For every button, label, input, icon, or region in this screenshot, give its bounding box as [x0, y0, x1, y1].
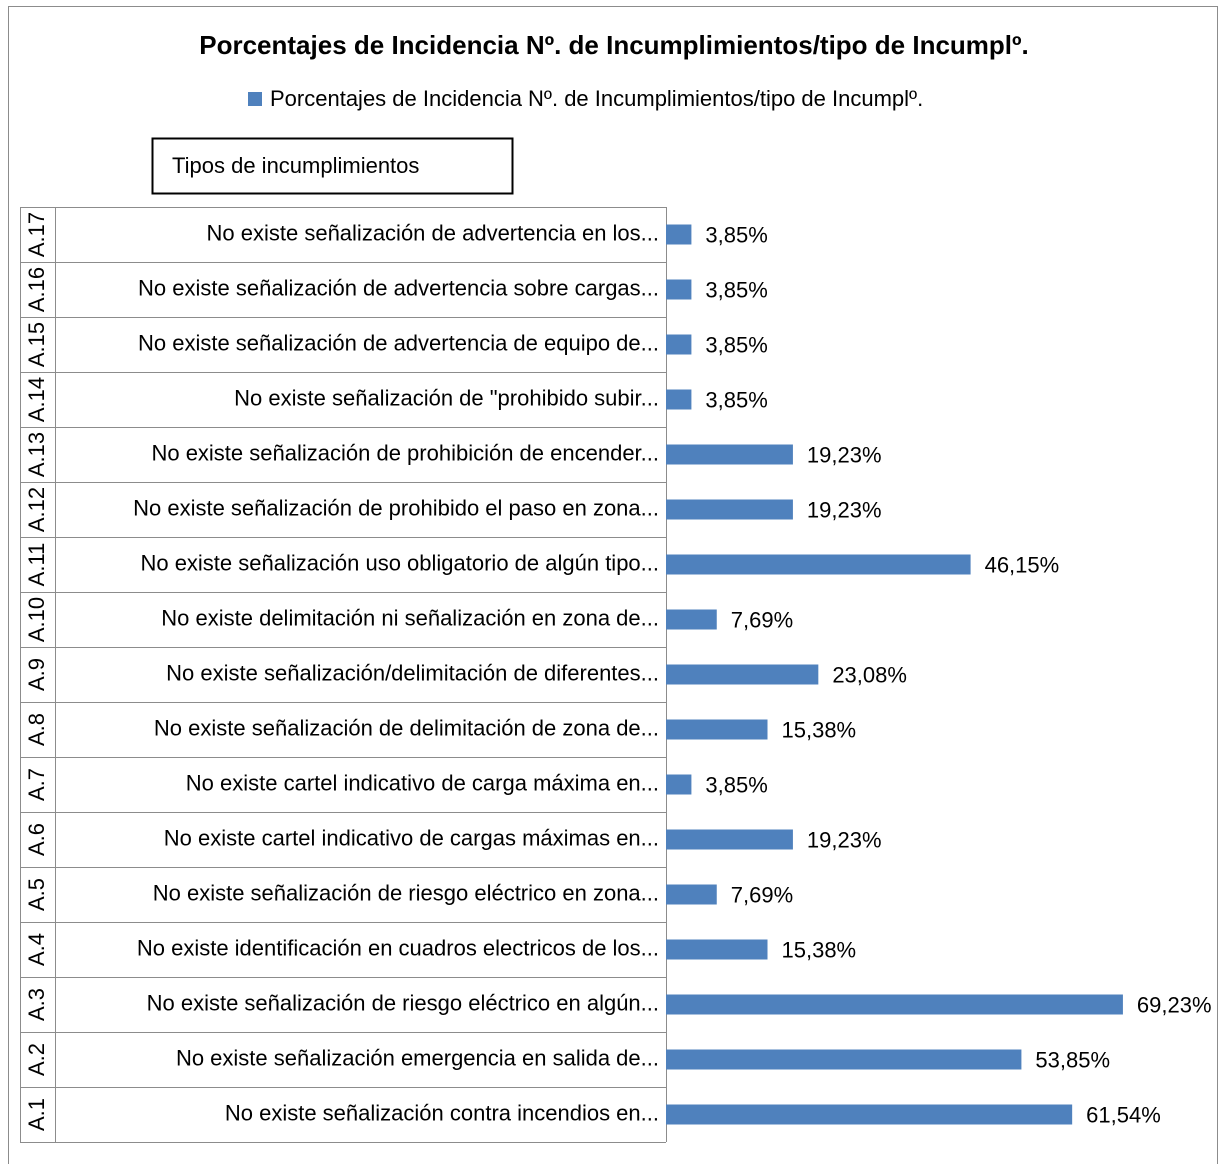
- group-label: A.17: [24, 212, 49, 257]
- data-label: 23,08%: [832, 662, 907, 687]
- category-label: No existe señalización de advertencia de…: [138, 330, 659, 355]
- bar: [666, 279, 692, 300]
- category-label: No existe señalización de prohibido el p…: [133, 495, 659, 520]
- group-label: A.5: [24, 878, 49, 911]
- group-label: A.9: [24, 658, 49, 691]
- bar: [666, 1049, 1022, 1070]
- category-label: No existe cartel indicativo de carga máx…: [186, 770, 659, 795]
- legend-swatch: [248, 92, 262, 106]
- chart-border: [8, 6, 1218, 1164]
- bar: [666, 664, 819, 685]
- data-label: 15,38%: [782, 717, 857, 742]
- bar: [666, 444, 793, 465]
- data-label: 61,54%: [1086, 1102, 1161, 1127]
- data-label: 69,23%: [1137, 992, 1212, 1017]
- category-label: No existe señalización uso obligatorio d…: [140, 550, 659, 575]
- group-label: A.3: [24, 988, 49, 1021]
- group-label: A.12: [24, 487, 49, 532]
- axis-title: Tipos de incumplimientos: [172, 153, 419, 178]
- data-label: 7,69%: [731, 607, 793, 632]
- group-label: A.14: [24, 377, 49, 422]
- bar: [666, 609, 717, 630]
- group-label: A.11: [24, 543, 49, 587]
- data-label: 7,69%: [731, 882, 793, 907]
- category-label: No existe señalización de delimitación d…: [154, 715, 659, 740]
- axis-title-box: [151, 137, 514, 195]
- bar: [666, 1104, 1073, 1125]
- data-label: 3,85%: [705, 277, 767, 302]
- data-label: 19,23%: [807, 442, 882, 467]
- category-label: No existe señalización de "prohibido sub…: [234, 385, 659, 410]
- data-label: 3,85%: [705, 222, 767, 247]
- data-label: 53,85%: [1035, 1047, 1110, 1072]
- category-label: No existe cartel indicativo de cargas má…: [164, 825, 659, 850]
- group-label: A.8: [24, 713, 49, 746]
- data-label: 46,15%: [985, 552, 1060, 577]
- bar: [666, 774, 692, 795]
- category-label: No existe señalización de advertencia en…: [207, 220, 659, 245]
- bar: [666, 939, 768, 960]
- group-label: A.6: [24, 823, 49, 856]
- group-label: A.7: [24, 768, 49, 801]
- category-label: No existe señalización/delimitación de d…: [166, 660, 659, 685]
- group-label: A.2: [24, 1043, 49, 1076]
- bar: [666, 499, 793, 520]
- category-label: No existe señalización contra incendios …: [225, 1100, 659, 1125]
- data-label: 19,23%: [807, 827, 882, 852]
- category-label: No existe señalización de prohibición de…: [151, 440, 659, 465]
- bar: [666, 719, 768, 740]
- group-label: A.1: [24, 1098, 49, 1131]
- legend-label: Porcentajes de Incidencia Nº. de Incumpl…: [270, 86, 923, 111]
- category-label: No existe señalización de riesgo eléctri…: [153, 880, 659, 905]
- bar: [666, 389, 692, 410]
- category-label: No existe señalización emergencia en sal…: [176, 1045, 659, 1070]
- category-label: No existe identificación en cuadros elec…: [137, 935, 659, 960]
- bar: [666, 884, 717, 905]
- category-label: No existe señalización de riesgo eléctri…: [147, 990, 659, 1015]
- group-label: A.16: [24, 267, 49, 312]
- category-label: No existe delimitación ni señalización e…: [161, 605, 659, 630]
- category-label: No existe señalización de advertencia so…: [138, 275, 659, 300]
- bar: [666, 224, 692, 245]
- group-label: A.15: [24, 322, 49, 367]
- group-label: A.10: [24, 597, 49, 642]
- group-label: A.4: [24, 933, 49, 966]
- bar: [666, 994, 1123, 1015]
- data-label: 3,85%: [705, 772, 767, 797]
- group-label: A.13: [24, 432, 49, 477]
- data-label: 3,85%: [705, 387, 767, 412]
- data-label: 15,38%: [782, 937, 857, 962]
- bar: [666, 554, 971, 575]
- data-label: 19,23%: [807, 497, 882, 522]
- bar: [666, 829, 793, 850]
- data-label: 3,85%: [705, 332, 767, 357]
- chart-title: Porcentajes de Incidencia Nº. de Incumpl…: [199, 30, 1029, 60]
- bar: [666, 334, 692, 355]
